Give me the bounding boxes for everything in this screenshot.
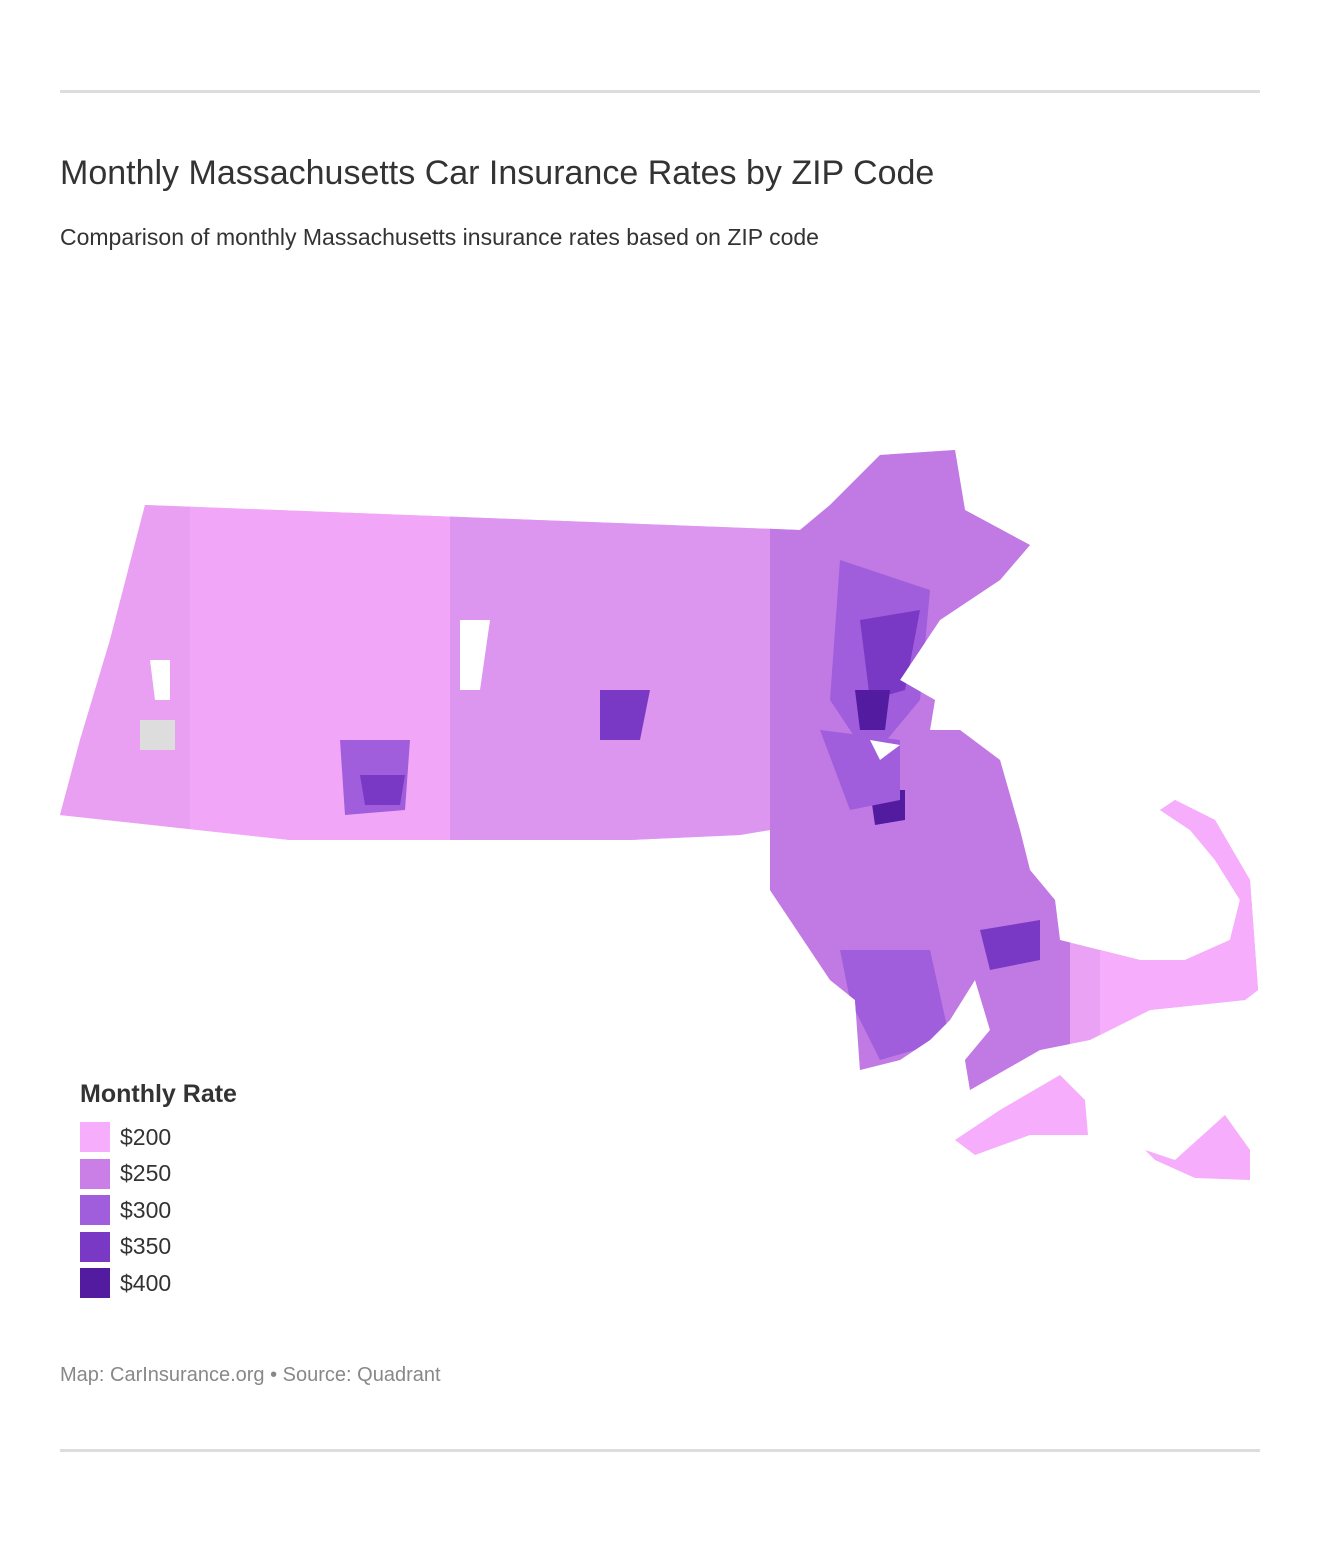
top-rule	[60, 90, 1260, 93]
legend-label: $200	[120, 1123, 172, 1150]
legend-swatch	[80, 1195, 110, 1226]
legend-item: $250	[80, 1156, 237, 1193]
legend-item: $300	[80, 1192, 237, 1229]
source: Map: CarInsurance.org • Source: Quadrant	[60, 1364, 441, 1386]
marthas-vineyard	[955, 1075, 1088, 1155]
legend-label: $350	[120, 1233, 172, 1260]
nantucket	[1145, 1115, 1250, 1180]
legend-label: $300	[120, 1196, 172, 1223]
legend-swatch	[80, 1158, 110, 1189]
state-shape	[60, 450, 1258, 1090]
legend-item: $350	[80, 1229, 237, 1266]
subtitle: Comparison of monthly Massachusetts insu…	[60, 224, 819, 250]
legend-swatch	[80, 1122, 110, 1153]
legend-item: $400	[80, 1265, 237, 1302]
legend: Monthly Rate $200 $250 $300 $350 $400	[80, 1080, 237, 1302]
legend-label: $400	[120, 1269, 172, 1296]
legend-title: Monthly Rate	[80, 1080, 237, 1108]
legend-swatch	[80, 1268, 110, 1299]
bottom-rule	[60, 1449, 1260, 1452]
legend-swatch	[80, 1231, 110, 1262]
title: Monthly Massachusetts Car Insurance Rate…	[60, 154, 935, 192]
legend-label: $250	[120, 1160, 172, 1187]
legend-item: $200	[80, 1119, 237, 1156]
